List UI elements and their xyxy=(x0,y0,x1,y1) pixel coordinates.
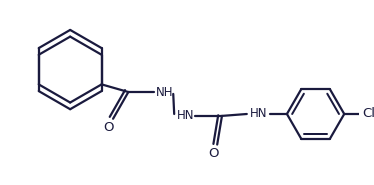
Text: Cl: Cl xyxy=(362,107,374,120)
Text: O: O xyxy=(208,147,219,160)
Text: O: O xyxy=(103,121,114,134)
Text: NH: NH xyxy=(156,85,174,99)
Text: HN: HN xyxy=(177,109,194,122)
Text: HN: HN xyxy=(249,107,267,120)
